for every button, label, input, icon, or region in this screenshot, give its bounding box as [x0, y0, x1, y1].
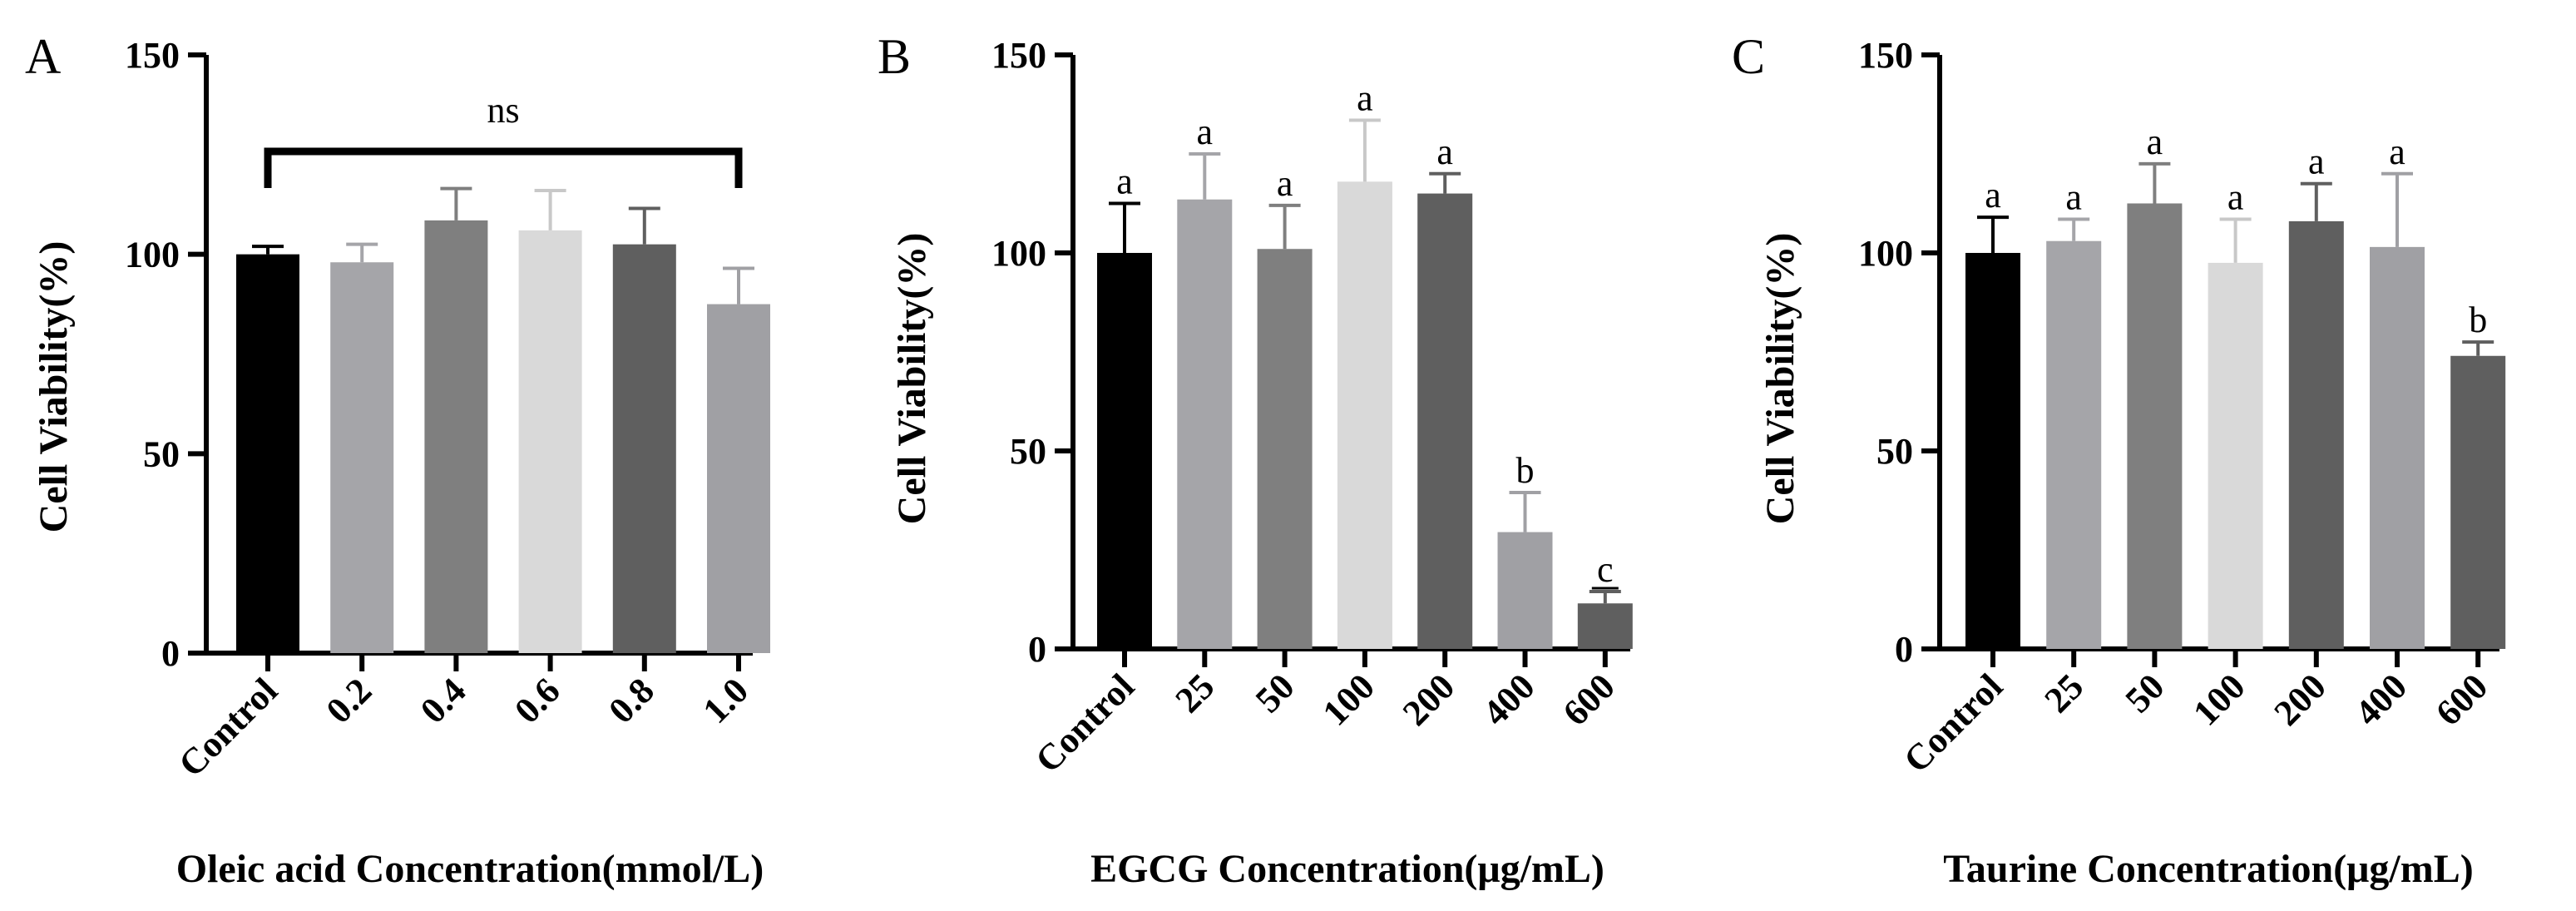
panel-b: B Cell Viability(%) EGCG Concentration(μ… — [878, 29, 1633, 891]
panel-a-ylabel: Cell Viability(%) — [32, 241, 76, 533]
panel-a-xlabel: Oleic acid Concentration(mmol/L) — [176, 847, 764, 891]
panel-a-bar — [330, 262, 394, 653]
panel-b-y-tick-label: 50 — [1010, 431, 1046, 472]
panel-c-bar — [2370, 246, 2425, 649]
panel-a-x-tick-label: 1.0 — [695, 670, 757, 731]
panel-b-bar — [1337, 181, 1392, 649]
panel-b-bar — [1497, 532, 1553, 649]
panel-b-x-tick-label: 50 — [1248, 666, 1303, 720]
panel-c-bar — [2450, 355, 2506, 649]
panel-c-xlabel: Taurine Concentration(μg/mL) — [1943, 847, 2473, 891]
panel-a-x-tick-label: 0.2 — [319, 670, 380, 731]
panel-a-letter: A — [25, 29, 61, 84]
panel-a-bar — [518, 230, 582, 653]
panel-a-y-tick-label: 50 — [143, 433, 180, 474]
panel-b-bar — [1257, 249, 1313, 649]
panel-b-significance-label: b — [1516, 450, 1535, 491]
panel-b-y-tick-label: 100 — [991, 233, 1046, 274]
panel-c-x-tick-label: 100 — [2185, 666, 2252, 733]
panel-b-x-tick-label: 400 — [1475, 666, 1542, 733]
panel-c-letter: C — [1732, 29, 1765, 84]
panel-c-significance-label: a — [2147, 121, 2163, 162]
panel-b-significance-label: a — [1116, 161, 1133, 202]
panel-b-significance-label: a — [1436, 131, 1453, 172]
panel-b-y-tick-label: 0 — [1028, 629, 1046, 670]
panel-c-ylabel: Cell Viability(%) — [1758, 233, 1802, 525]
panel-c-significance-label: a — [2227, 177, 2244, 218]
panel-c-bar — [1965, 253, 2020, 649]
panel-a-y-tick-label: 150 — [125, 35, 180, 76]
panel-b-xlabel: EGCG Concentration(μg/mL) — [1090, 847, 1604, 891]
panel-c-x-tick-label: 200 — [2267, 666, 2334, 733]
panel-b-bar — [1577, 603, 1633, 649]
panel-a-y-tick-label: 100 — [125, 235, 180, 275]
panel-c-significance-label: a — [1985, 175, 2001, 215]
panel-a-bracket-label: ns — [487, 90, 519, 131]
panel-a-bar — [612, 244, 676, 653]
panel-c-significance-label: a — [2308, 141, 2325, 182]
panel-c-bar — [2127, 203, 2183, 649]
panel-b-y-tick-label: 150 — [991, 35, 1046, 76]
panel-a-x-tick-label: 0.4 — [413, 670, 474, 731]
panel-b-bar — [1097, 253, 1152, 649]
panel-a-x-tick-label: Control — [171, 670, 285, 785]
panel-c-bar — [2288, 220, 2344, 649]
panel-b-significance-label: a — [1277, 163, 1293, 204]
panel-b-x-tick-label: 100 — [1315, 666, 1382, 733]
panel-c-significance-label: a — [2389, 131, 2405, 172]
panel-b-significance-label: a — [1197, 111, 1214, 152]
panel-c-significance-label: b — [2469, 300, 2487, 340]
panel-a-y-tick-label: 0 — [161, 633, 180, 674]
panel-a-bar — [236, 254, 299, 653]
panel-b-x-tick-label: 600 — [1555, 666, 1623, 733]
panel-b-letter: B — [878, 29, 911, 84]
panel-b-ylabel: Cell Viability(%) — [890, 233, 934, 525]
panel-c-x-tick-label: 25 — [2037, 666, 2092, 720]
panel-c-x-tick-label: 50 — [2118, 666, 2173, 720]
panel-c-bar — [2046, 240, 2102, 649]
panel-c-y-tick-label: 100 — [1858, 233, 1913, 274]
panel-c-x-tick-label: 600 — [2428, 666, 2495, 733]
panel-c-x-tick-label: 400 — [2347, 666, 2415, 733]
panel-a: A Cell Viability(%) Oleic acid Concentra… — [25, 29, 770, 891]
panel-b-x-tick-label: Control — [1027, 666, 1142, 780]
panel-a-bar — [424, 220, 488, 653]
panel-a-bar — [707, 304, 770, 653]
panel-c-bar — [2208, 262, 2263, 649]
panel-a-x-tick-label: 0.8 — [601, 670, 662, 731]
panel-b-significance-label: c — [1597, 549, 1614, 590]
panel-c: C Cell Viability(%) Taurine Concentratio… — [1732, 29, 2506, 891]
panel-a-x-tick-label: 0.6 — [507, 670, 568, 731]
panel-a-bracket — [264, 147, 743, 188]
panel-b-bar — [1417, 193, 1473, 650]
panel-c-y-tick-label: 0 — [1895, 629, 1913, 670]
panel-c-significance-label: a — [2065, 177, 2082, 218]
panel-c-x-tick-label: Control — [1896, 666, 2010, 780]
panel-c-y-tick-label: 50 — [1876, 431, 1913, 472]
panel-c-y-tick-label: 150 — [1858, 35, 1913, 76]
panel-b-significance-label: a — [1357, 78, 1373, 119]
panel-b-x-tick-label: 200 — [1395, 666, 1462, 733]
panel-b-bar — [1177, 199, 1233, 650]
panel-b-x-tick-label: 25 — [1168, 666, 1223, 720]
